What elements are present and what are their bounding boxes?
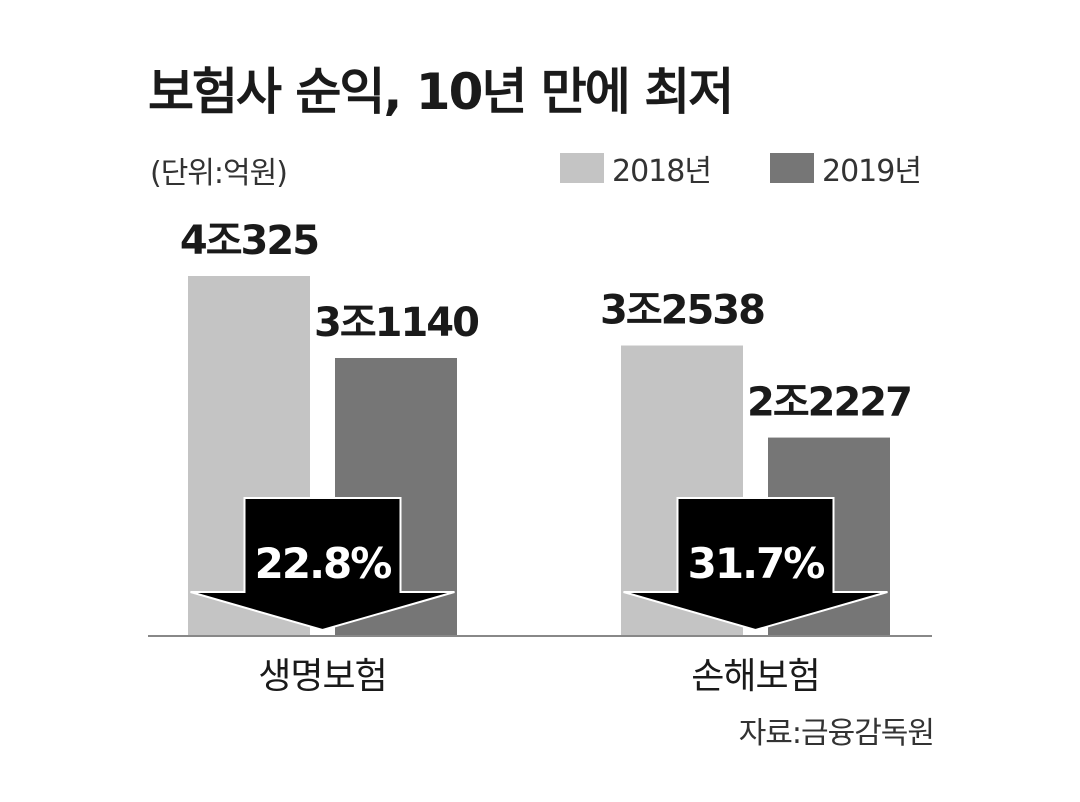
decline-arrow-nonlife (623, 497, 888, 632)
legend-swatch-2019 (770, 153, 814, 183)
legend-item-2019: 2019년 (770, 146, 922, 190)
category-label-life: 생명보험 (258, 656, 386, 697)
value-label-nonlife-2018: 3조2538 (600, 288, 764, 334)
category-label-nonlife: 손해보험 (691, 656, 819, 697)
legend-swatch-2018 (560, 153, 604, 183)
decline-pct-nonlife: 31.7% (688, 539, 825, 588)
chart-title: 보험사 순익, 10년 만에 최저 (148, 63, 734, 121)
legend-label-2018: 2018년 (612, 154, 712, 189)
unit-label: (단위:억원) (150, 156, 288, 191)
decline-pct-life: 22.8% (255, 539, 392, 588)
legend-item-2018: 2018년 (560, 146, 712, 190)
value-label-life-2018: 4조325 (180, 218, 318, 264)
value-label-life-2019: 3조1140 (314, 300, 478, 346)
decline-arrow-life (190, 497, 455, 632)
legend-label-2019: 2019년 (822, 154, 922, 189)
source-label: 자료:금융감독원 (738, 716, 935, 751)
value-label-nonlife-2019: 2조2227 (747, 380, 911, 426)
